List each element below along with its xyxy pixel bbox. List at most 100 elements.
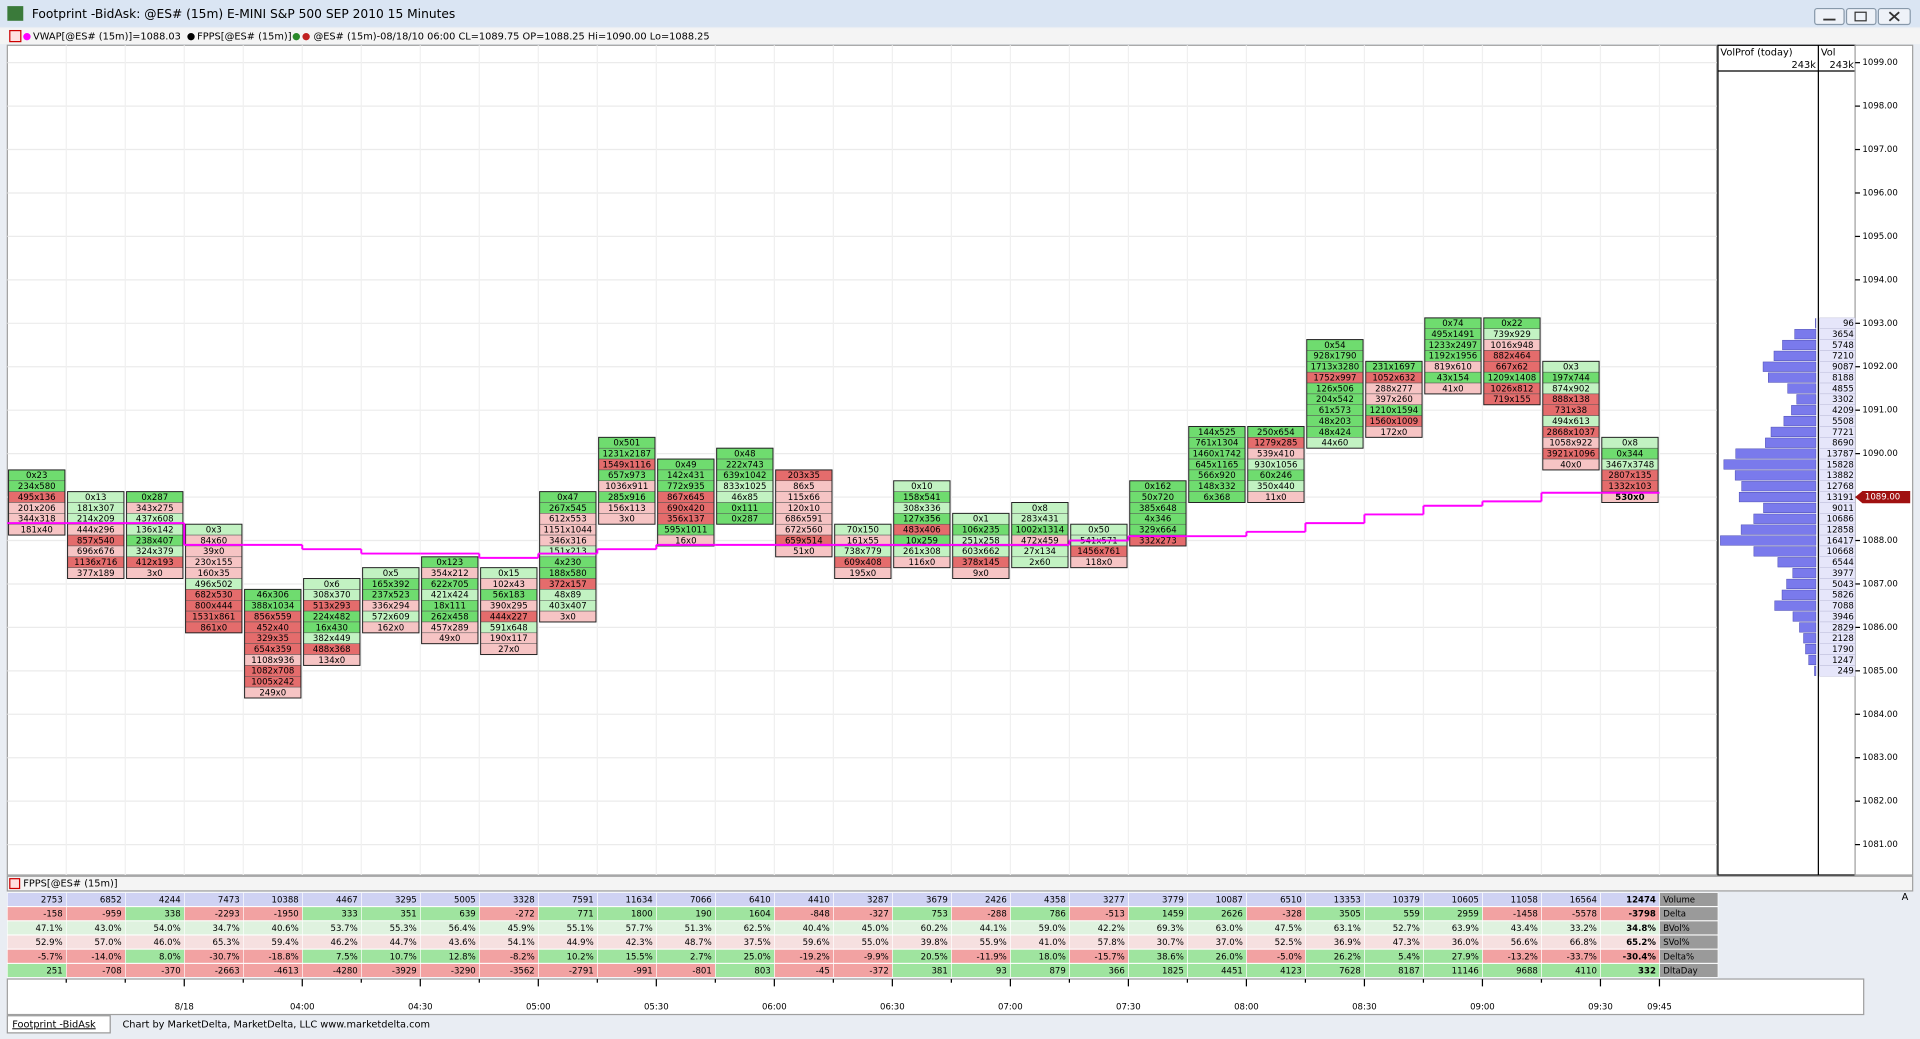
table-value: 37.5% (744, 938, 771, 948)
footprint-cell-text: 46x85 (731, 493, 758, 503)
indicator-title: FPPS[@ES# (15m)] (23, 879, 117, 890)
volume-profile-bar (1814, 665, 1817, 676)
footprint-cell-text: 332x273 (1139, 536, 1177, 546)
volume-value: 8690 (1832, 439, 1854, 449)
table-value: -30.4% (1623, 952, 1657, 962)
table-value: 2.7% (690, 952, 712, 962)
table-value: 366 (1108, 966, 1124, 976)
volume-value: 10668 (1827, 547, 1854, 557)
footprint-column (67, 491, 125, 580)
volume-value: 9011 (1832, 504, 1854, 514)
close-study-icon[interactable] (9, 878, 21, 890)
table-value: 6852 (100, 895, 122, 905)
y-tick-label: 1093.00 (1862, 319, 1897, 329)
footprint-cell-text: 1058x922 (1549, 439, 1592, 449)
footprint-cell-text: 861x0 (200, 623, 227, 633)
footprint-cell-text: 696x676 (77, 547, 115, 557)
table-value: -288 (987, 910, 1006, 920)
table-value: 12474 (1626, 895, 1656, 905)
row-label: DltaDay (1663, 966, 1697, 976)
x-tick-label: 09:00 (1470, 1003, 1495, 1013)
y-tick-label: 1086.00 (1862, 623, 1897, 633)
table-value: 62.5% (744, 924, 771, 934)
table-value: -991 (633, 966, 652, 976)
chart-tab[interactable] (6, 1015, 111, 1034)
volume-value: 4209 (1832, 406, 1854, 416)
footprint-cell-text: 158x541 (903, 493, 941, 503)
table-value: 44.1% (980, 924, 1007, 934)
footprint-cell-text: 308x336 (903, 504, 941, 514)
volume-value: 15828 (1827, 460, 1854, 470)
footprint-cell-text: 0x54 (1324, 341, 1345, 351)
footprint-column (1188, 425, 1246, 503)
footprint-cell-text: 188x580 (549, 569, 587, 579)
corner-label: A (1902, 892, 1909, 903)
table-value: 47.3% (1393, 938, 1420, 948)
footprint-cell-text: 127x356 (903, 515, 941, 525)
table-value: 52.9% (36, 938, 63, 948)
table-value: 10.2% (567, 952, 594, 962)
footprint-cell-text: 0x74 (1442, 319, 1463, 329)
volume-profile-bar (1770, 426, 1817, 437)
volume-profile-bar (1787, 383, 1817, 394)
footprint-column (1247, 425, 1305, 503)
footprint-cell-text: 686x591 (785, 515, 823, 525)
volume-profile-bar (1720, 535, 1817, 546)
footprint-cell-text: 659x514 (785, 536, 823, 546)
footprint-cell-text: 350x440 (1257, 482, 1295, 492)
table-value: 37.0% (1216, 938, 1243, 948)
footprint-cell-text: 354x212 (431, 569, 469, 579)
table-value: 8.0% (159, 952, 181, 962)
restore-button[interactable] (1845, 7, 1877, 26)
footprint-cell-text: 888x138 (1552, 395, 1590, 405)
footprint-cell-text: 0x287 (731, 515, 758, 525)
table-value: 55.0% (862, 938, 889, 948)
table-value: 2959 (1457, 910, 1479, 920)
vol-header: Vol (1821, 48, 1836, 59)
footprint-cell-text: 11x0 (1265, 493, 1286, 503)
minimize-button[interactable] (1814, 7, 1845, 26)
footprint-column (1483, 317, 1541, 406)
footprint-cell-text: 1549x1116 (603, 460, 652, 470)
footprint-cell-text: 1002x1314 (1016, 526, 1065, 536)
y-tick-label: 1098.00 (1862, 102, 1897, 112)
row-label-cell (1659, 920, 1719, 936)
table-value: -30.7% (209, 952, 239, 962)
last-price-label: 1089.00 (1865, 493, 1900, 503)
footprint-cell-text: 1332x103 (1608, 482, 1651, 492)
table-value: 56.4% (449, 924, 476, 934)
volume-value: 13882 (1827, 471, 1854, 481)
volume-value: 5043 (1832, 580, 1854, 590)
y-tick-label: 1094.00 (1862, 275, 1897, 285)
footprint-cell-text: 346x316 (549, 536, 587, 546)
footprint-cell-text: 378x145 (962, 558, 1000, 568)
table-value: 10388 (272, 895, 299, 905)
volume-value: 9087 (1832, 363, 1854, 373)
volume-profile-bar (1794, 329, 1817, 340)
footprint-cell-text: 731x38 (1555, 406, 1587, 416)
footprint-cell-text: 0x48 (734, 449, 755, 459)
footprint-cell-text: 437x608 (136, 515, 174, 525)
table-value: 18.0% (1039, 952, 1066, 962)
y-tick-label: 1092.00 (1862, 362, 1897, 372)
volume-profile-bar (1773, 350, 1817, 361)
table-value: 3505 (1339, 910, 1361, 920)
volume-profile-bar (1774, 600, 1817, 611)
y-tick-label: 1099.00 (1862, 58, 1897, 68)
volume-profile-bar (1734, 470, 1817, 481)
footprint-cell-text: 267x545 (549, 504, 587, 514)
footprint-cell-text: 1752x997 (1313, 373, 1356, 383)
table-value: -3798 (1629, 910, 1656, 920)
bar-dot-down (302, 33, 310, 41)
footprint-cell-text: 1082x708 (251, 667, 294, 677)
volume-value: 6544 (1832, 558, 1854, 568)
table-value: -14.0% (91, 952, 121, 962)
row-label: SVol% (1663, 938, 1689, 948)
row-label-cell (1659, 906, 1719, 921)
footprint-cell-text: 344x318 (18, 515, 56, 525)
restore-glyph (1854, 11, 1867, 22)
footprint-column (1129, 480, 1187, 547)
close-study-icon[interactable] (9, 29, 22, 43)
table-value: 51.3% (685, 924, 712, 934)
table-value: 1825 (1162, 966, 1184, 976)
